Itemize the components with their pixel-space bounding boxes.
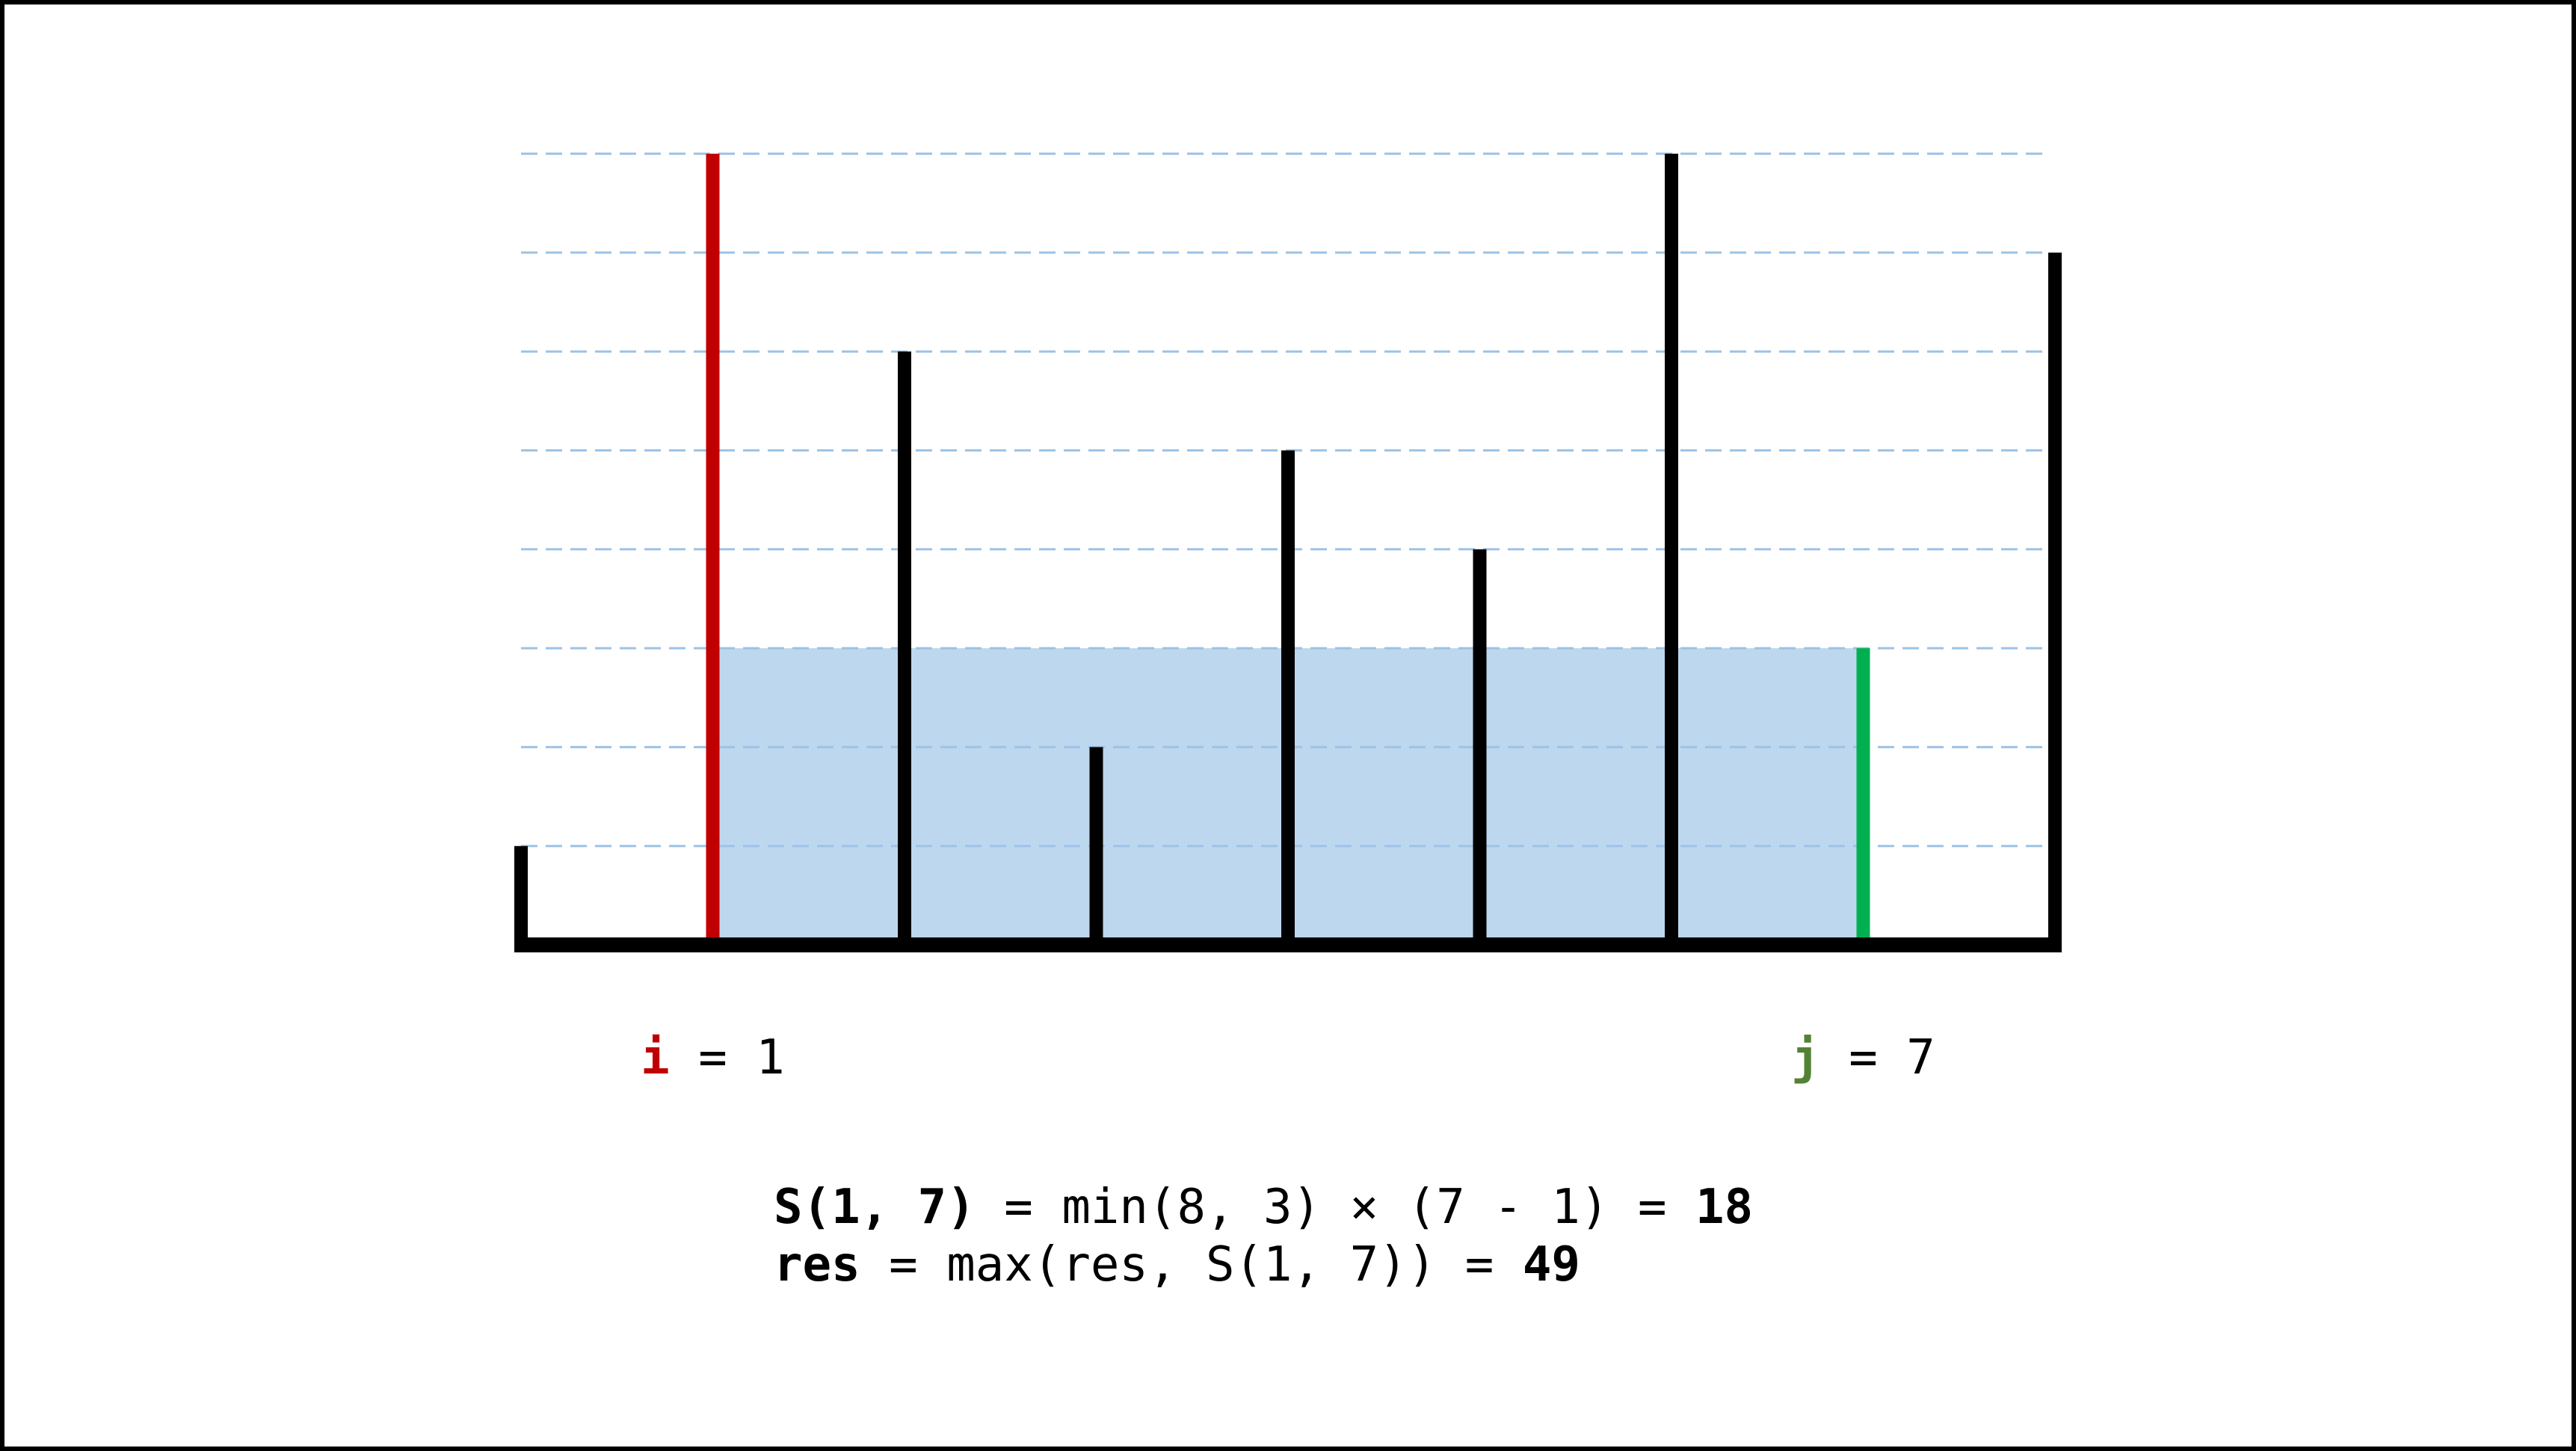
pointer-label: j = 7 xyxy=(1791,1030,1935,1085)
equation-part: 18 xyxy=(1695,1180,1753,1235)
equation-part: S(1, 7) xyxy=(774,1180,976,1235)
equation-part: = max(res, S(1, 7)) = xyxy=(860,1237,1523,1293)
pointer-equals: = xyxy=(698,1030,727,1085)
equation-part: = min(8, 3) × (7 - 1) = xyxy=(976,1180,1695,1235)
equation: S(1, 7) = min(8, 3) × (7 - 1) = 18 xyxy=(774,1180,1753,1235)
pointer-label: i = 1 xyxy=(641,1030,785,1085)
bar-layer xyxy=(514,153,2062,952)
equation-part: 49 xyxy=(1523,1237,1580,1293)
pointer-name: j xyxy=(1791,1030,1820,1085)
pointer-index: 1 xyxy=(756,1030,785,1085)
equation-part: res xyxy=(774,1237,860,1293)
grid-layer xyxy=(521,153,2047,848)
label-layer: i = 1 j = 7 S(1, 7) = min(8, 3) × (7 - 1) … xyxy=(641,1030,1935,1293)
pointer-equals: = xyxy=(1849,1030,1878,1085)
pointer-name: i xyxy=(641,1030,670,1085)
pointer-index: 7 xyxy=(1906,1030,1935,1085)
equation: res = max(res, S(1, 7)) = 49 xyxy=(774,1237,1580,1293)
